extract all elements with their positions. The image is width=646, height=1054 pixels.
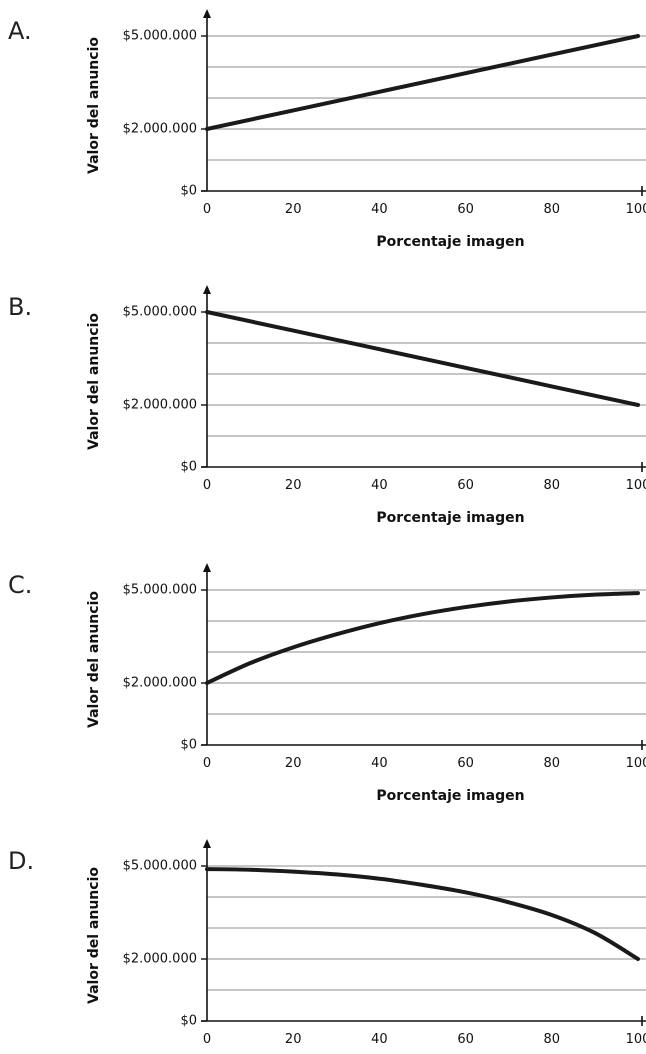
- y-axis-arrow: [203, 285, 211, 294]
- x-axis-title: Porcentaje imagen: [376, 788, 524, 804]
- x-tick-label: 80: [544, 202, 561, 217]
- x-tick-label: 40: [371, 202, 388, 217]
- y-axis-title: Valor del anuncio: [86, 867, 102, 1004]
- y-tick-label: $0: [180, 184, 197, 199]
- x-tick-label: 100: [626, 202, 646, 217]
- x-tick-label: 100: [626, 1032, 646, 1047]
- x-tick-label: 20: [285, 202, 302, 217]
- option-letter: B.: [8, 293, 32, 321]
- option-letter: D.: [8, 847, 34, 875]
- x-tick-label: 100: [626, 478, 646, 493]
- x-tick-label: 60: [457, 756, 474, 771]
- y-axis-title: Valor del anuncio: [86, 591, 102, 728]
- x-tick-label: 0: [203, 1032, 211, 1047]
- y-tick-label: $2.000.000: [123, 398, 197, 413]
- y-tick-label: $0: [180, 460, 197, 475]
- y-tick-label: $2.000.000: [123, 952, 197, 967]
- y-axis-title: Valor del anuncio: [86, 313, 102, 450]
- option-letter: C.: [8, 571, 32, 599]
- y-axis-arrow: [203, 9, 211, 18]
- x-tick-label: 40: [371, 1032, 388, 1047]
- x-tick-label: 20: [285, 478, 302, 493]
- x-tick-label: 60: [457, 202, 474, 217]
- y-tick-label: $5.000.000: [123, 859, 197, 874]
- chart-panel-c: C. $0 $2.000.000 $5.000.000 0 20 40 60 80 100 Valo…: [8, 563, 646, 804]
- x-axis-title: Porcentaje imagen: [376, 510, 524, 526]
- x-tick-label: 20: [285, 1032, 302, 1047]
- x-axis-title: Porcentaje imagen: [376, 234, 524, 250]
- x-tick-label: 100: [626, 756, 646, 771]
- y-axis-arrow: [203, 839, 211, 848]
- y-tick-label: $5.000.000: [123, 29, 197, 44]
- chart-panel-a: A. $0 $2.000.000 $5.000.000 0 20 40 60 80 100 Valo…: [8, 9, 646, 250]
- x-tick-label: 80: [544, 1032, 561, 1047]
- series-line: [205, 310, 640, 407]
- series-line: [205, 591, 640, 685]
- y-tick-label: $0: [180, 1014, 197, 1029]
- y-axis-arrow: [203, 563, 211, 572]
- x-tick-label: 80: [544, 478, 561, 493]
- x-tick-label: 0: [203, 756, 211, 771]
- option-letter: A.: [8, 17, 32, 45]
- x-tick-label: 0: [203, 478, 211, 493]
- series-line: [205, 34, 640, 131]
- y-tick-label: $5.000.000: [123, 583, 197, 598]
- x-tick-label: 0: [203, 202, 211, 217]
- y-tick-label: $0: [180, 738, 197, 753]
- x-tick-label: 40: [371, 756, 388, 771]
- x-tick-label: 60: [457, 478, 474, 493]
- chart-panel-b: B. $0 $2.000.000 $5.000.000 0 20 40 60 80 100 Valo…: [8, 285, 646, 526]
- y-axis-title: Valor del anuncio: [86, 37, 102, 174]
- x-tick-label: 80: [544, 756, 561, 771]
- x-tick-label: 40: [371, 478, 388, 493]
- x-tick-label: 60: [457, 1032, 474, 1047]
- x-tick-label: 20: [285, 756, 302, 771]
- chart-panel-d: D. $0 $2.000.000 $5.000.000 0 20 40 60 80 100 Valo…: [8, 839, 646, 1047]
- y-tick-label: $2.000.000: [123, 122, 197, 137]
- series-line: [205, 867, 640, 961]
- y-tick-label: $5.000.000: [123, 305, 197, 320]
- y-tick-label: $2.000.000: [123, 676, 197, 691]
